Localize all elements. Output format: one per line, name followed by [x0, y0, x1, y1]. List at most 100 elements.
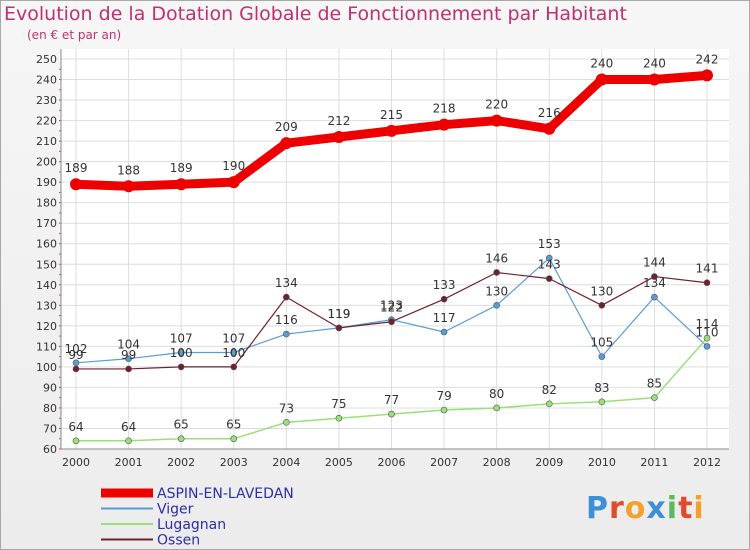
- data-label-0: 209: [275, 120, 298, 134]
- x-tick-label: 2007: [430, 456, 458, 469]
- data-label-1: 105: [590, 336, 613, 350]
- logo-letter: t: [678, 491, 694, 526]
- data-label-0: 220: [485, 98, 508, 112]
- data-label-2: 83: [594, 381, 609, 395]
- data-point-0: [175, 178, 188, 191]
- data-point-1: [598, 353, 606, 360]
- data-point-3: [125, 365, 132, 373]
- data-label-1: 117: [433, 311, 456, 325]
- data-point-1: [230, 349, 238, 356]
- data-label-3: 143: [538, 258, 561, 272]
- data-point-0: [332, 131, 345, 143]
- data-point-3: [177, 363, 185, 371]
- chart-subtitle: (en € et par an): [27, 28, 122, 42]
- data-label-2: 64: [68, 420, 83, 434]
- data-label-2: 85: [647, 377, 662, 391]
- y-tick-label: 200: [36, 156, 57, 169]
- y-tick-label: 170: [36, 217, 57, 230]
- x-tick-label: 2003: [220, 456, 248, 469]
- data-label-0: 240: [643, 57, 666, 71]
- data-point-2: [545, 400, 553, 408]
- y-tick-label: 120: [36, 320, 57, 333]
- logo-letter: P: [586, 491, 609, 526]
- data-label-2: 79: [436, 389, 451, 403]
- data-label-2: 75: [331, 397, 346, 411]
- y-tick-label: 60: [43, 443, 57, 456]
- data-point-0: [701, 69, 713, 82]
- legend-label: Ossen: [157, 533, 200, 549]
- legend-label: Viger: [157, 502, 194, 518]
- y-tick-label: 90: [43, 381, 57, 394]
- data-point-1: [440, 328, 448, 336]
- data-point-2: [703, 334, 711, 342]
- data-point-3: [72, 365, 80, 373]
- data-point-2: [177, 435, 185, 443]
- data-point-2: [335, 414, 343, 422]
- data-point-3: [335, 324, 343, 332]
- data-label-1: 107: [170, 332, 193, 346]
- data-label-2: 65: [174, 418, 189, 432]
- data-point-0: [70, 178, 82, 191]
- y-tick-label: 70: [43, 422, 57, 435]
- data-label-1: 104: [117, 338, 140, 352]
- data-point-0: [595, 73, 608, 86]
- y-tick-label: 80: [43, 402, 57, 415]
- plot-area: [61, 49, 729, 449]
- data-point-3: [440, 295, 448, 303]
- data-label-2: 80: [489, 387, 504, 401]
- y-tick-label: 180: [36, 197, 57, 210]
- logo-letter: r: [609, 491, 625, 526]
- x-tick-label: 2001: [115, 456, 143, 469]
- data-label-3: 134: [275, 276, 298, 290]
- x-tick-label: 2006: [378, 456, 406, 469]
- data-label-2: 73: [279, 401, 294, 415]
- data-label-2: 77: [384, 393, 399, 407]
- data-label-3: 133: [433, 278, 456, 292]
- x-tick-label: 2011: [640, 456, 668, 469]
- data-point-3: [493, 269, 500, 276]
- data-point-3: [598, 302, 606, 309]
- data-point-2: [651, 394, 658, 401]
- data-label-3: 100: [170, 346, 193, 360]
- y-tick-label: 160: [36, 238, 57, 251]
- data-label-3: 99: [68, 348, 83, 362]
- x-tick-label: 2002: [167, 456, 195, 469]
- data-point-2: [125, 437, 132, 445]
- data-label-1: 123: [380, 299, 403, 313]
- data-label-3: 119: [327, 307, 350, 321]
- logo-letter: x: [646, 491, 667, 526]
- data-point-3: [230, 363, 238, 371]
- proxiti-logo: Proxiti: [586, 491, 705, 526]
- data-point-0: [122, 180, 135, 193]
- y-tick-label: 190: [36, 176, 57, 189]
- y-tick-label: 150: [36, 258, 57, 271]
- data-label-0: 189: [170, 161, 193, 175]
- data-point-1: [177, 349, 185, 356]
- logo-letter: o: [624, 491, 647, 526]
- data-point-1: [125, 355, 132, 362]
- data-point-2: [283, 419, 290, 426]
- data-label-1: 119: [327, 307, 350, 321]
- x-tick-label: 2010: [588, 456, 616, 469]
- data-label-3: 100: [222, 346, 245, 360]
- data-label-0: 188: [117, 163, 140, 177]
- data-point-2: [440, 406, 448, 414]
- data-point-2: [598, 398, 606, 406]
- data-point-0: [385, 124, 398, 137]
- data-label-1: 110: [696, 325, 719, 339]
- data-label-0: 189: [65, 161, 88, 175]
- data-label-1: 153: [538, 237, 561, 251]
- x-tick-label: 2012: [693, 456, 721, 469]
- chart-title: Evolution de la Dotation Globale de Fonc…: [4, 3, 627, 25]
- x-tick-label: 2008: [483, 456, 511, 469]
- data-point-3: [545, 275, 553, 282]
- data-label-3: 141: [696, 262, 719, 276]
- y-tick-label: 210: [36, 135, 57, 148]
- data-point-2: [72, 437, 80, 445]
- data-label-0: 218: [433, 102, 456, 116]
- data-point-3: [388, 318, 395, 326]
- x-tick-label: 2005: [325, 456, 353, 469]
- y-tick-label: 240: [36, 74, 57, 87]
